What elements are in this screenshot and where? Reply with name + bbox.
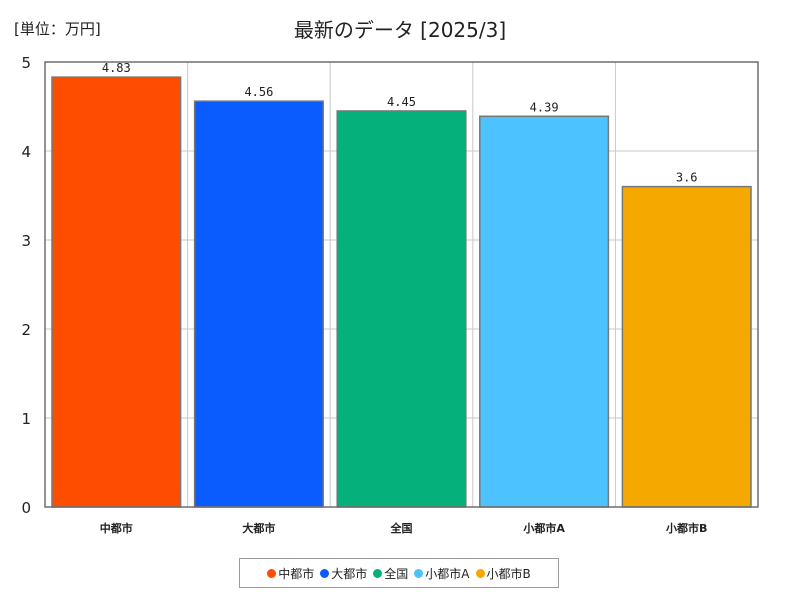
y-tick-label: 5: [21, 54, 31, 72]
data-label-bg: [528, 100, 561, 114]
x-tick-label: 小都市A: [522, 521, 565, 535]
legend-label: 小都市B: [486, 566, 531, 581]
x-tick-label: 中都市: [100, 521, 133, 535]
legend-item: 小都市A: [414, 565, 470, 582]
legend-label: 大都市: [331, 566, 368, 581]
data-label: 4.39: [530, 100, 559, 114]
unit-label: [単位：万円]: [14, 20, 101, 38]
bar: [621, 185, 752, 508]
data-label-bg: [100, 61, 133, 75]
bar-chart: 0 1 2 3 4 5 4.83 中都市 4.56 大都市 4.45 全国 4.39 小都市A 3.6 小都市…: [21, 54, 759, 535]
x-tick-label: 全国: [390, 521, 413, 535]
plot-border: [44, 61, 759, 508]
y-tick-label: 1: [21, 410, 31, 428]
legend-marker: [373, 568, 383, 578]
legend-item: 中都市: [267, 565, 314, 582]
data-label: 4.83: [102, 61, 131, 75]
data-label-bg: [670, 170, 703, 184]
legend-item: 小都市B: [475, 565, 531, 582]
legend-marker: [475, 568, 485, 578]
y-tick-label: 3: [21, 232, 31, 250]
legend-marker: [414, 568, 424, 578]
legend-label: 中都市: [278, 566, 315, 581]
data-label-bg: [242, 85, 275, 99]
bar: [193, 100, 324, 508]
chart-title: 最新のデータ [2025/3]: [293, 18, 507, 42]
legend-marker: [267, 568, 277, 578]
y-tick-label: 2: [21, 321, 31, 339]
legend-marker: [320, 568, 330, 578]
y-tick-label: 0: [21, 499, 31, 517]
bar: [479, 115, 610, 508]
data-label: 4.45: [387, 95, 416, 109]
data-label-bg: [385, 94, 418, 108]
bar: [51, 76, 182, 508]
legend-item: 大都市: [320, 565, 367, 582]
bar: [336, 110, 467, 508]
data-label: 4.56: [244, 85, 273, 99]
legend-label: 小都市A: [425, 566, 470, 581]
chart-legend: 中都市 大都市 全国 小都市A 小都市B: [239, 558, 559, 588]
legend-label: 全国: [384, 566, 409, 581]
x-tick-label: 大都市: [242, 521, 275, 535]
legend-item: 全国: [373, 565, 408, 582]
data-label: 3.6: [676, 171, 698, 185]
x-tick-label: 小都市B: [665, 521, 707, 535]
y-tick-label: 4: [21, 143, 31, 161]
